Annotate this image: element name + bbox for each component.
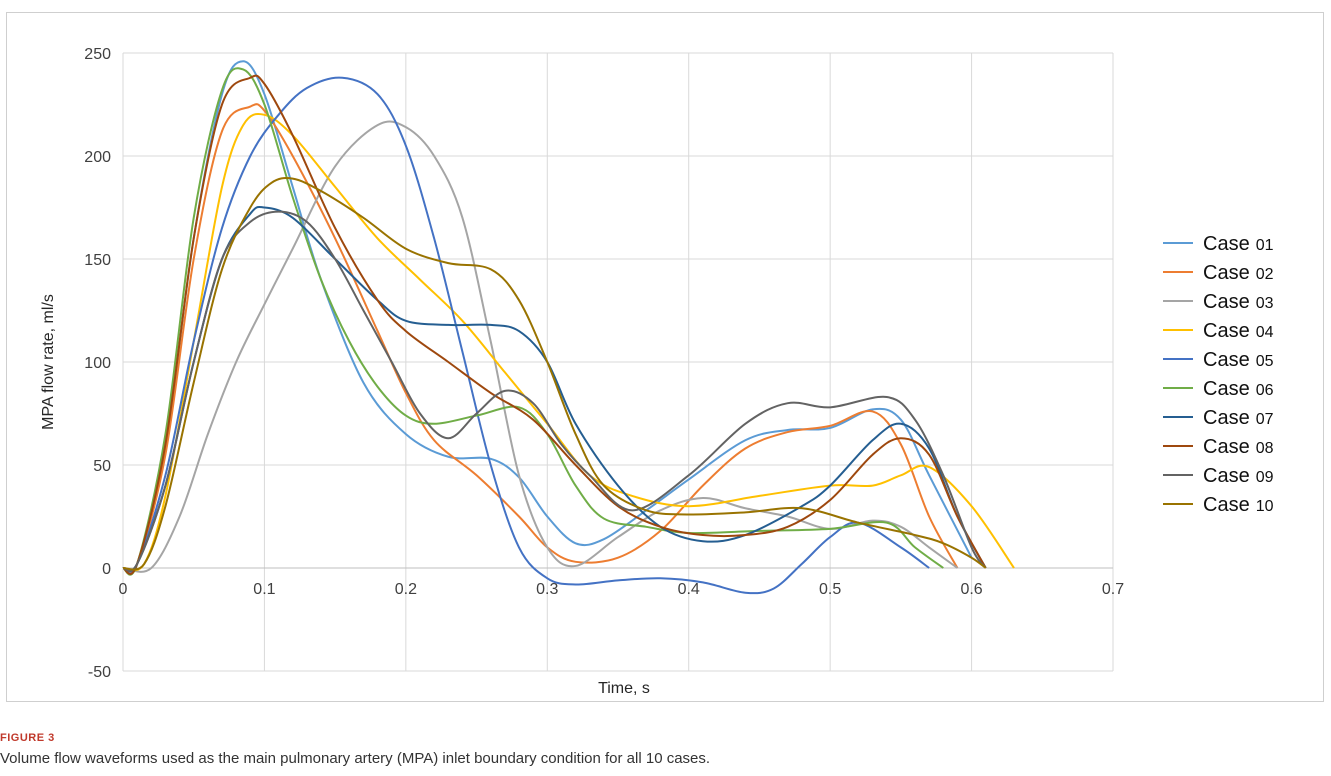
legend-number: 06: [1256, 382, 1274, 399]
legend-label-case-06: Case 06: [1203, 378, 1274, 400]
figure-label: FIGURE 3: [0, 732, 55, 744]
legend-word: Case: [1203, 407, 1250, 429]
legend-label-case-07: Case 07: [1203, 407, 1274, 429]
legend-word: Case: [1203, 262, 1250, 284]
series-line-case-04: [122, 112, 1015, 572]
legend-number: 07: [1256, 411, 1274, 428]
legend-word: Case: [1203, 320, 1250, 342]
y-tick-label: -50: [88, 664, 111, 681]
legend-label-case-09: Case 09: [1203, 465, 1274, 487]
x-tick-label: 0: [119, 581, 128, 598]
legend-label-case-02: Case 02: [1203, 262, 1274, 284]
legend-word: Case: [1203, 233, 1250, 255]
legend-word: Case: [1203, 291, 1250, 313]
legend-word: Case: [1203, 436, 1250, 458]
y-tick-label: 100: [84, 355, 111, 372]
x-tick-label: 0.4: [678, 581, 700, 598]
y-tick-label: 0: [102, 561, 111, 578]
x-tick-label: 0.3: [536, 581, 558, 598]
y-axis-title: MPA flow rate, ml/s: [40, 294, 57, 430]
series-line-case-06: [122, 67, 944, 576]
y-tick-label: 200: [84, 149, 111, 166]
y-tick-label: 250: [84, 46, 111, 63]
legend-label-case-01: Case 01: [1203, 233, 1274, 255]
series-line-case-09: [122, 210, 987, 573]
legend-label-case-03: Case 03: [1203, 291, 1274, 313]
legend-word: Case: [1203, 349, 1250, 371]
legend-word: Case: [1203, 465, 1250, 487]
series-line-case-05: [122, 76, 930, 595]
x-tick-label: 0.5: [819, 581, 841, 598]
legend-label-case-08: Case 08: [1203, 436, 1274, 458]
series-line-case-10: [122, 177, 987, 571]
series-line-case-03: [122, 120, 959, 573]
legend-label-case-10: Case 10: [1203, 494, 1274, 516]
x-tick-label: 0.2: [395, 581, 417, 598]
legend-word: Case: [1203, 494, 1250, 516]
figure-caption: Volume flow waveforms used as the main p…: [0, 750, 711, 767]
legend-word: Case: [1203, 378, 1250, 400]
series-layer: [122, 60, 1015, 595]
x-tick-label: 0.6: [960, 581, 982, 598]
legend-number: 05: [1256, 353, 1274, 370]
legend-number: 10: [1256, 498, 1274, 515]
legend-label-case-05: Case 05: [1203, 349, 1274, 371]
x-axis-title: Time, s: [598, 680, 650, 697]
line-chart: 250 200 150 100 50 0 -50 0 0.1 0.2 0.3 0.4 0.5 0.6 0.7…: [40, 46, 1274, 697]
y-tick-label: 150: [84, 252, 111, 269]
x-tick-label: 0.1: [253, 581, 275, 598]
x-tick-label: 0.7: [1102, 581, 1124, 598]
tick-labels: 250 200 150 100 50 0 -50 0 0.1 0.2 0.3 0.4 0.5 0.6 0.7: [84, 46, 1124, 681]
series-line-case-02: [122, 103, 959, 575]
grid: [122, 52, 1114, 672]
chart-frame: 250 200 150 100 50 0 -50 0 0.1 0.2 0.3 0.4 0.5 0.6 0.7…: [6, 12, 1324, 702]
legend-number: 08: [1256, 440, 1274, 457]
legend-number: 04: [1256, 324, 1274, 341]
legend-number: 02: [1256, 266, 1274, 283]
y-tick-label: 50: [93, 458, 111, 475]
series-line-case-08: [122, 74, 987, 576]
legend-label-case-04: Case 04: [1203, 320, 1274, 342]
legend-number: 09: [1256, 469, 1274, 486]
legend-number: 01: [1256, 237, 1274, 254]
legend-number: 03: [1256, 295, 1274, 312]
series-line-case-07: [122, 205, 987, 573]
